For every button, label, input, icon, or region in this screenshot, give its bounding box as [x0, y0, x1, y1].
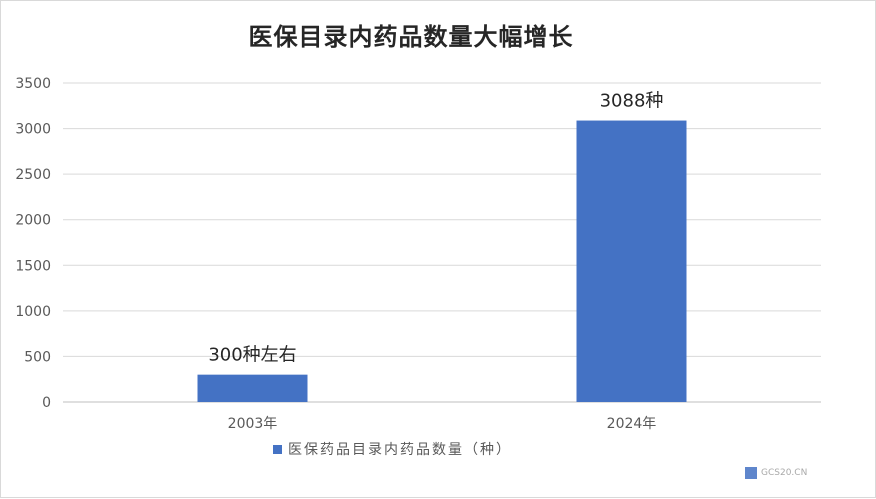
- x-tick-label: 2003年: [228, 416, 278, 432]
- watermark: GCS20.CN: [745, 467, 807, 479]
- y-tick-label: 0: [42, 395, 51, 411]
- y-tick-label: 2500: [15, 167, 51, 183]
- legend: 医保药品目录内药品数量（种）: [273, 439, 512, 459]
- y-tick-label: 500: [24, 349, 51, 365]
- watermark-text: GCS20.CN: [761, 468, 808, 478]
- y-tick-label: 1000: [15, 304, 51, 320]
- legend-swatch: [273, 444, 282, 454]
- data-label: 3088种: [600, 91, 664, 112]
- legend-label: 医保药品目录内药品数量（种）: [288, 442, 512, 458]
- y-tick-label: 2000: [15, 213, 51, 229]
- y-tick-label: 3000: [15, 122, 51, 138]
- watermark-logo-icon: [745, 467, 757, 479]
- bar: [197, 374, 308, 402]
- chart-title: 医保目录内药品数量大幅增长: [248, 23, 574, 51]
- data-label: 300种左右: [208, 345, 296, 366]
- y-tick-label: 1500: [15, 258, 51, 274]
- y-tick-label: 3500: [15, 76, 51, 92]
- x-tick-label: 2024年: [607, 416, 657, 432]
- bar: [576, 120, 687, 403]
